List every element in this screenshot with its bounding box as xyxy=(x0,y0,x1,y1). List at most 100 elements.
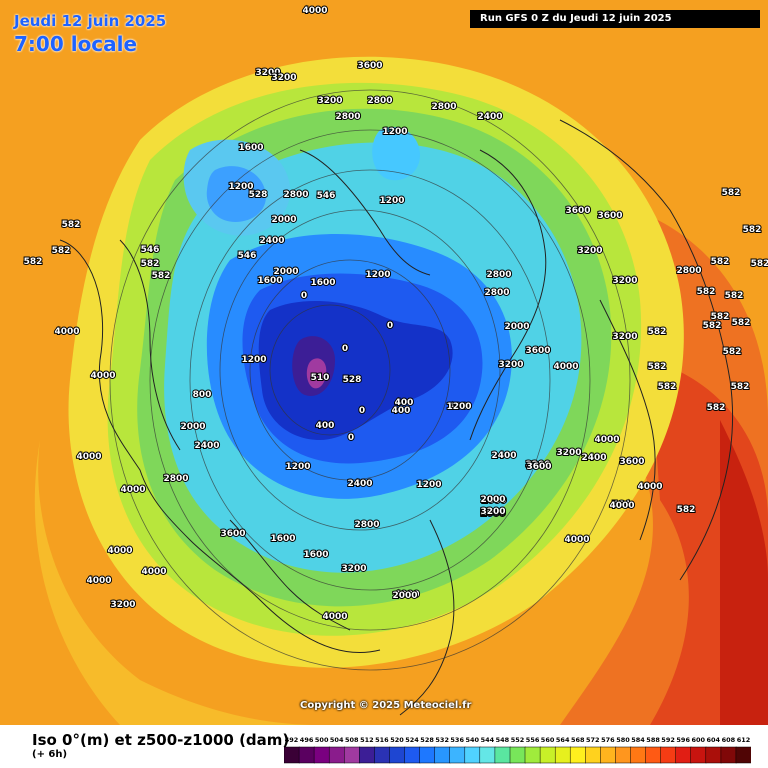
scale-swatch xyxy=(389,746,406,764)
run-banner: Run GFS 0 Z du Jeudi 12 juin 2025 xyxy=(470,10,760,28)
contour-label: 0 xyxy=(301,291,307,301)
temperature-zones xyxy=(34,56,768,725)
contour-label: 4000 xyxy=(141,567,166,577)
contour-label: 3200 xyxy=(525,460,550,470)
scale-swatch xyxy=(359,746,376,764)
contour-label: 582 xyxy=(743,225,762,235)
scale-tick-label: 512 xyxy=(360,736,374,744)
scale-tick-label: 608 xyxy=(722,736,736,744)
contour-label: 2400 xyxy=(477,112,502,122)
contour-label: 1600 xyxy=(310,278,335,288)
contour-label: 3200 xyxy=(255,68,280,78)
scale-tick-label: 560 xyxy=(541,736,555,744)
contour-label: 2800 xyxy=(354,520,379,530)
contour-label: 4000 xyxy=(594,435,619,445)
contour-label: 3200 xyxy=(480,507,505,517)
contour-label: 2000 xyxy=(392,591,417,601)
contour-label: 582 xyxy=(731,382,750,392)
contour-label: 3600 xyxy=(619,457,644,467)
scale-swatch xyxy=(554,746,572,764)
scale-swatch xyxy=(284,746,300,764)
scale-tick-label: 556 xyxy=(526,736,540,744)
contour-label: 3600 xyxy=(525,346,550,356)
contour-label: 2800 xyxy=(676,266,701,276)
contour-label: 4000 xyxy=(86,576,111,586)
contour-label: 2000 xyxy=(271,215,296,225)
scale-tick-label: 564 xyxy=(556,736,570,744)
scale-swatch xyxy=(585,746,602,764)
contour-label: 2000 xyxy=(180,422,205,432)
contour-label: 582 xyxy=(722,188,741,198)
scale-swatch xyxy=(720,746,737,764)
forecast-date: Jeudi 12 juin 2025 xyxy=(14,12,167,30)
contour-label: 3600 xyxy=(220,529,245,539)
contour-label: 3200 xyxy=(577,246,602,256)
scale-tick-label: 552 xyxy=(511,736,525,744)
scale-tick-label: 496 xyxy=(300,736,314,744)
contour-label: 2400 xyxy=(491,451,516,461)
scale-tick-label: 520 xyxy=(390,736,404,744)
scale-tick-label: 576 xyxy=(601,736,615,744)
contour-label: 2400 xyxy=(347,479,372,489)
scale-swatch xyxy=(449,746,466,764)
scale-tick-label: 540 xyxy=(466,736,480,744)
scale-tick-label: 584 xyxy=(631,736,645,744)
contour-label: 4000 xyxy=(637,482,662,492)
contour-label: 2800 xyxy=(367,96,392,106)
contour-label: 582 xyxy=(707,403,726,413)
contour-label: 3200 xyxy=(271,73,296,83)
contour-label: 1600 xyxy=(238,143,263,153)
scale-tick-label: 600 xyxy=(692,736,706,744)
contour-label: 582 xyxy=(141,259,160,269)
contour-label: 3200 xyxy=(110,600,135,610)
contour-label: 2800 xyxy=(335,112,360,122)
legend-footer: Iso 0°(m) et z500-z1000 (dam) (+ 6h) 492… xyxy=(0,725,768,768)
contour-label: 2000 xyxy=(480,509,505,519)
scale-tick-label: 548 xyxy=(496,736,510,744)
contour-label: 3600 xyxy=(565,206,590,216)
contour-label: 582 xyxy=(732,318,751,328)
contour-label: 546 xyxy=(317,191,336,201)
contour-label: 2800 xyxy=(163,474,188,484)
contour-label: 2800 xyxy=(283,190,308,200)
legend-subtitle: (+ 6h) xyxy=(32,749,68,760)
contour-label: 1200 xyxy=(365,270,390,280)
scale-tick-label: 536 xyxy=(450,736,464,744)
contour-label: 2400 xyxy=(259,236,284,246)
scale-swatch xyxy=(298,746,315,764)
contour-label: 582 xyxy=(677,505,696,515)
contour-label: 582 xyxy=(723,347,742,357)
scale-tick-label: 508 xyxy=(345,736,359,744)
scale-tick-label: 516 xyxy=(375,736,389,744)
scale-swatch xyxy=(615,746,632,764)
contour-label: 582 xyxy=(697,287,716,297)
scale-tick-label: 500 xyxy=(315,736,329,744)
scale-swatch xyxy=(675,746,692,764)
contour-label: 0 xyxy=(387,321,393,331)
contour-label: 582 xyxy=(24,257,43,267)
contour-label: 3200 xyxy=(612,332,637,342)
contour-label: 1600 xyxy=(257,276,282,286)
color-scale: 492 496 500 504 508 512 516 520 524 528 532 536 540 5… xyxy=(284,736,751,764)
copyright-notice: Copyright © 2025 Meteociel.fr xyxy=(300,700,472,711)
contour-label: 4000 xyxy=(564,535,589,545)
scale-swatch xyxy=(464,746,481,764)
contour-label: 582 xyxy=(711,257,730,267)
contour-label: 528 xyxy=(249,190,268,200)
scale-swatch xyxy=(494,746,511,764)
scale-swatch xyxy=(660,746,677,764)
scale-swatch xyxy=(705,746,722,764)
contour-label: 582 xyxy=(648,327,667,337)
contour-label: 4000 xyxy=(394,590,419,600)
contour-label: 4000 xyxy=(76,452,101,462)
contour-label: 582 xyxy=(52,246,71,256)
contour-label: 3200 xyxy=(556,448,581,458)
contour-label: 582 xyxy=(751,259,768,269)
contour-label: 510 xyxy=(311,373,330,383)
contour-label: 3200 xyxy=(612,276,637,286)
scale-swatch xyxy=(539,746,556,764)
contour-label: 1200 xyxy=(285,462,310,472)
